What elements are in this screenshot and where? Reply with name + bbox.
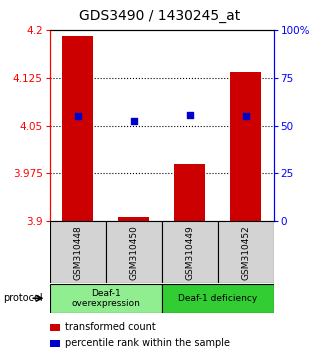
Point bbox=[131, 118, 136, 124]
Text: GSM310452: GSM310452 bbox=[241, 225, 250, 280]
Bar bbox=[62, 36, 93, 221]
Point bbox=[243, 113, 248, 119]
Bar bbox=[50, 324, 60, 331]
Bar bbox=[50, 284, 162, 313]
Text: Deaf-1 deficiency: Deaf-1 deficiency bbox=[178, 294, 257, 303]
Bar bbox=[230, 72, 261, 221]
Bar bbox=[218, 221, 274, 283]
Bar bbox=[162, 284, 274, 313]
Text: transformed count: transformed count bbox=[65, 322, 156, 332]
Bar bbox=[106, 221, 162, 283]
Text: protocol: protocol bbox=[3, 293, 43, 303]
Text: percentile rank within the sample: percentile rank within the sample bbox=[65, 338, 230, 348]
Bar bbox=[174, 164, 205, 221]
Bar bbox=[50, 221, 106, 283]
Point bbox=[75, 113, 80, 119]
Bar bbox=[50, 340, 60, 347]
Point bbox=[187, 112, 192, 118]
Bar bbox=[118, 217, 149, 221]
Text: GSM310449: GSM310449 bbox=[185, 225, 194, 280]
Text: GSM310448: GSM310448 bbox=[73, 225, 82, 280]
Text: GSM310450: GSM310450 bbox=[129, 225, 138, 280]
Bar bbox=[162, 221, 218, 283]
Text: GDS3490 / 1430245_at: GDS3490 / 1430245_at bbox=[79, 9, 241, 23]
Text: Deaf-1
overexpression: Deaf-1 overexpression bbox=[71, 289, 140, 308]
